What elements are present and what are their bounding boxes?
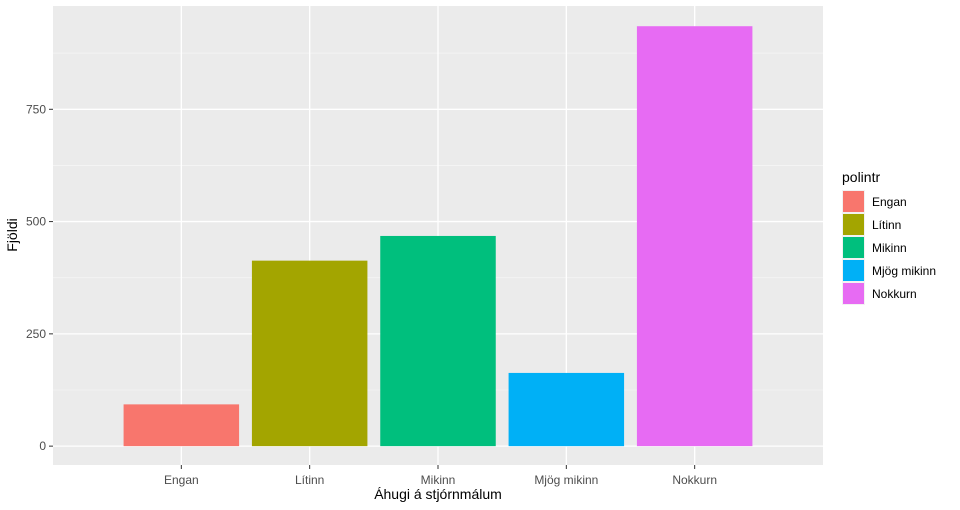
legend-swatch	[843, 214, 864, 235]
bar-engan	[123, 404, 240, 447]
legend-swatch	[843, 191, 864, 212]
y-tick-label: 500	[26, 215, 46, 229]
bar-mikinn	[380, 235, 496, 447]
x-tick-label: Nokkurn	[672, 473, 717, 487]
x-axis-title: Áhugi á stjórnmálum	[374, 486, 502, 502]
x-tick-label: Engan	[164, 473, 199, 487]
legend-label: Mikinn	[872, 241, 907, 255]
legend: polintr Engan Lítinn Mikinn Mjög mikinn Nokk…	[842, 169, 936, 305]
bar-lítinn	[251, 260, 368, 447]
legend-label: Engan	[872, 195, 907, 209]
x-tick-label: Mikinn	[421, 473, 456, 487]
x-tick-label: Lítinn	[295, 473, 324, 487]
y-axis-title: Fjöldi	[4, 218, 20, 251]
legend-swatch	[843, 237, 864, 258]
y-tick-label: 250	[26, 327, 46, 341]
y-tick-label: 0	[39, 439, 46, 453]
y-axis: 0 250 500 750	[26, 102, 53, 453]
legend-label: Nokkurn	[872, 287, 917, 301]
x-axis: Engan Lítinn Mikinn Mjög mikinn Nokkurn	[164, 465, 717, 487]
legend-title: polintr	[842, 169, 880, 185]
bar-mjög-mikinn	[508, 372, 625, 447]
legend-swatch	[843, 260, 864, 281]
legend-label: Lítinn	[872, 218, 901, 232]
legend-label: Mjög mikinn	[872, 264, 936, 278]
bars	[123, 26, 753, 447]
legend-swatch	[843, 283, 864, 304]
x-tick-label: Mjög mikinn	[534, 473, 598, 487]
bar-nokkurn	[636, 26, 753, 447]
y-tick-label: 750	[26, 102, 46, 116]
